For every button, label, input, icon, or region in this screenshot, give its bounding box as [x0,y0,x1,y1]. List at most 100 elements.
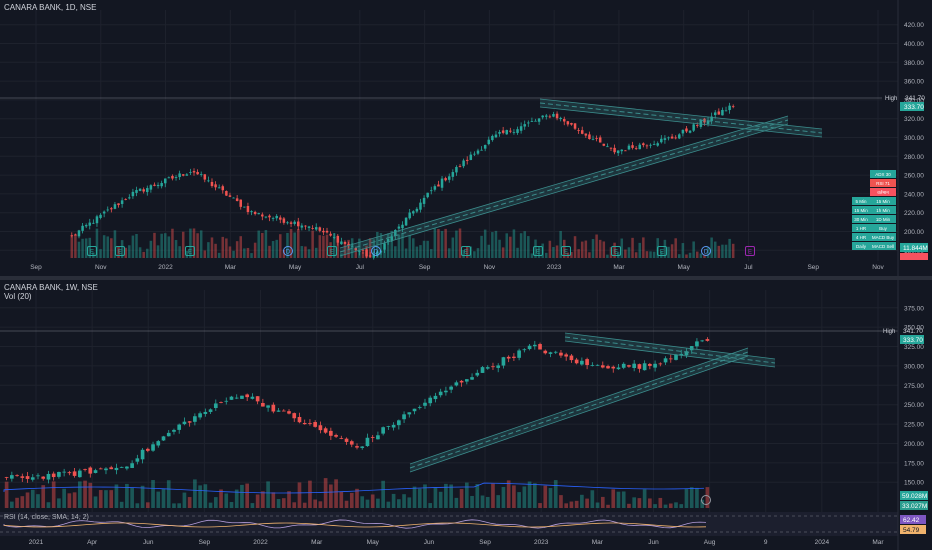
top-volume-bar [624,249,627,258]
top-volume-bar [275,239,278,258]
bottom-volume-bar [679,504,684,508]
bottom-volume-bar [140,485,145,508]
top-candle [624,150,627,152]
bottom-volume-bar [548,488,553,508]
top-table-cell [870,233,896,241]
bottom-candle [130,463,134,468]
bottom-volume-bar [527,481,532,508]
bottom-candle [360,446,365,448]
top-candle [717,111,721,115]
top-volume-bar [282,249,286,258]
top-table-text: वर्तमान [877,189,889,195]
top-candle [203,174,207,180]
bottom-last-price: 333.70 [903,337,923,344]
bottom-volume-bar [62,488,66,508]
bottom-candle [15,475,19,477]
top-event-marker-label: E [464,250,468,256]
top-candle [731,106,735,108]
top-price-tick: 360.00 [904,79,924,86]
top-candle [444,178,447,181]
bottom-candle [114,467,119,471]
top-volume-bar [606,254,609,258]
top-volume-bar [530,253,534,258]
bottom-candle [705,339,710,341]
bottom-candle [433,395,438,400]
top-candle [559,117,562,120]
bottom-volume-bar [36,494,40,508]
top-candle [221,186,225,191]
pane-divider [0,276,932,280]
top-candle [394,229,397,237]
top-table-cell [852,215,870,223]
top-volume-bar [573,236,577,258]
bottom-volume-bar [67,493,72,508]
top-table-cell [870,170,896,178]
top-resistance-channel-midline [539,102,823,134]
top-table-cell [870,179,896,187]
top-candle [483,144,487,149]
bottom-candle [417,407,422,408]
top-price-tick: 200.00 [904,229,924,236]
top-resistance-channel-band [540,99,822,137]
top-volume-bar [404,248,408,258]
bottom-candle [496,365,501,368]
top-candle [703,118,706,123]
top-candle [250,211,253,213]
bottom-volume-bar [177,503,182,508]
bottom-candle [287,411,291,414]
bottom-time-tick: Aug [704,539,716,546]
bottom-time-tick: Sep [479,539,491,546]
bottom-candle [663,358,668,363]
bottom-candle [208,409,213,412]
bottom-volume-bar [496,495,501,508]
top-volume-bar [681,243,685,258]
top-candle [293,221,296,224]
top-candle [332,236,336,238]
top-volume-bar [451,237,455,258]
top-table-cell [870,224,896,232]
top-time-tick: May [678,264,691,271]
top-volume-bar [286,232,289,258]
bottom-candle [240,395,244,399]
top-candle [498,132,501,134]
bottom-volume-bar [370,494,375,508]
top-table-cell [870,188,896,196]
top-volume-bar [688,252,692,258]
top-support-channel-midline [339,119,789,253]
bottom-candle [156,441,161,446]
bottom-candle [506,356,511,359]
bottom-candle [161,436,166,441]
bottom-candle [266,405,270,408]
rsi-indicator-label: RSI (14, close, SMA, 14, 2) [4,514,89,521]
top-candle [386,239,390,243]
top-candle [225,191,228,196]
top-volume-bar [304,246,307,258]
top-volume-bar [602,241,606,258]
bottom-volume-bar [553,480,558,508]
top-volume-bar [516,247,519,258]
bottom-volume-bar [119,501,124,508]
bottom-volume-bar [412,486,417,508]
top-volume-bar [289,228,293,258]
bottom-candle [318,425,323,431]
bottom-volume-bar [459,489,464,508]
top-candle [573,123,577,129]
top-volume-bar [174,240,178,258]
top-candle [473,153,476,155]
bottom-candle [522,349,527,351]
top-volume-bar [638,242,642,258]
bottom-volume-bar [700,499,704,508]
top-volume-bar [253,242,257,258]
bottom-candle [553,351,558,353]
bottom-candle [46,473,51,480]
top-candle [92,222,95,224]
top-candle [681,129,685,134]
top-candle [329,233,332,236]
top-volume-bar [142,251,145,258]
top-candle [178,173,181,178]
bottom-candle [213,403,218,408]
bottom-volume-bar [114,484,119,508]
top-volume-bar [232,250,235,258]
bottom-price-tick: 350.00 [904,325,924,332]
top-volume-bar [455,230,458,258]
